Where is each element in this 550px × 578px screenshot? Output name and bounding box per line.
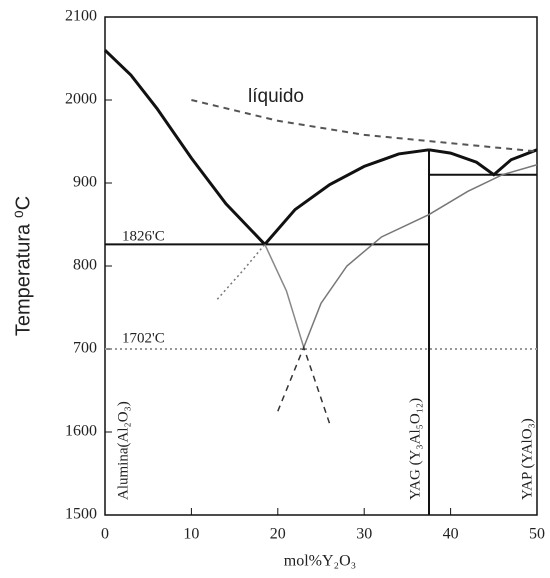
phase-curve xyxy=(303,164,538,348)
x-tick-label: 50 xyxy=(529,526,545,543)
annotation: líquido xyxy=(248,86,304,107)
y-tick-label: 1500 xyxy=(65,506,97,523)
phase-curve xyxy=(191,99,538,153)
annotation: 1826'C xyxy=(122,228,165,244)
phase-curve xyxy=(428,148,538,177)
y-axis-title: Temperatura ⁰C xyxy=(12,196,34,336)
x-tick-label: 40 xyxy=(443,526,459,543)
y-tick-label: 900 xyxy=(73,174,97,191)
y-tick-label: 2000 xyxy=(65,91,97,108)
x-axis-title: mol%Y₂O₃ xyxy=(284,553,356,570)
x-tick-label: 10 xyxy=(183,526,199,543)
phase-curve xyxy=(216,243,266,300)
annotation: Alumina(Al₂O₃) xyxy=(115,401,131,500)
x-tick-label: 0 xyxy=(101,526,109,543)
phase-curve xyxy=(103,49,266,246)
plot-frame xyxy=(104,16,538,516)
annotation: YAG (Y₃Al₅O₁₂) xyxy=(407,398,423,500)
annotation: YAP (YAlO₃) xyxy=(519,418,535,500)
annotation: 1702'C xyxy=(122,330,165,346)
phase-curve xyxy=(263,148,430,246)
y-tick-label: 700 xyxy=(73,340,97,357)
y-tick-label: 800 xyxy=(73,257,97,274)
x-tick-label: 20 xyxy=(270,526,286,543)
phase-curve xyxy=(264,244,305,348)
x-tick-label: 30 xyxy=(356,526,372,543)
phase-curve xyxy=(277,345,331,424)
y-tick-label: 2100 xyxy=(65,8,97,25)
y-tick-label: 1600 xyxy=(65,423,97,440)
